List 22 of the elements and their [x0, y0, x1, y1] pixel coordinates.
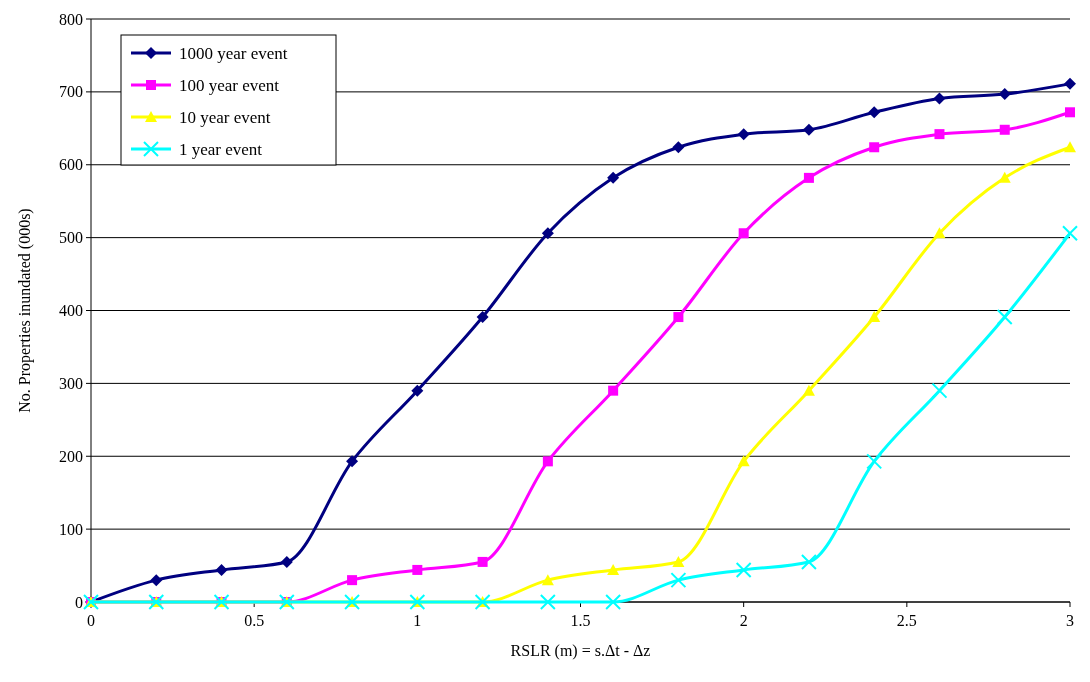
x-tick-label: 1 — [413, 612, 422, 629]
x-tick-label: 3 — [1066, 612, 1074, 629]
y-tick-label: 500 — [59, 229, 83, 247]
x-tick-label: 0 — [87, 612, 95, 629]
legend-label: 1 year event — [179, 139, 263, 159]
legend-label: 10 year event — [179, 107, 271, 127]
y-tick-label: 700 — [59, 83, 83, 101]
y-axis-title: No. Properties inundated (000s) — [16, 208, 34, 413]
legend-label: 100 year event — [179, 75, 280, 95]
x-axis-title: RSLR (m) = s.Δt - Δz — [510, 642, 651, 660]
y-tick-label: 0 — [75, 593, 83, 611]
y-tick-label: 100 — [59, 520, 83, 538]
y-tick-label: 800 — [59, 10, 83, 28]
y-tick-label: 300 — [59, 374, 83, 392]
x-tick-label: 2.5 — [896, 612, 917, 629]
y-tick-label: 400 — [59, 302, 83, 320]
y-tick-label: 600 — [59, 156, 83, 174]
x-tick-label: 2 — [739, 612, 748, 629]
x-tick-label: 1.5 — [570, 612, 591, 629]
y-tick-label: 200 — [59, 447, 83, 465]
x-tick-label: 0.5 — [244, 612, 265, 629]
legend-label: 1000 year event — [179, 43, 288, 63]
